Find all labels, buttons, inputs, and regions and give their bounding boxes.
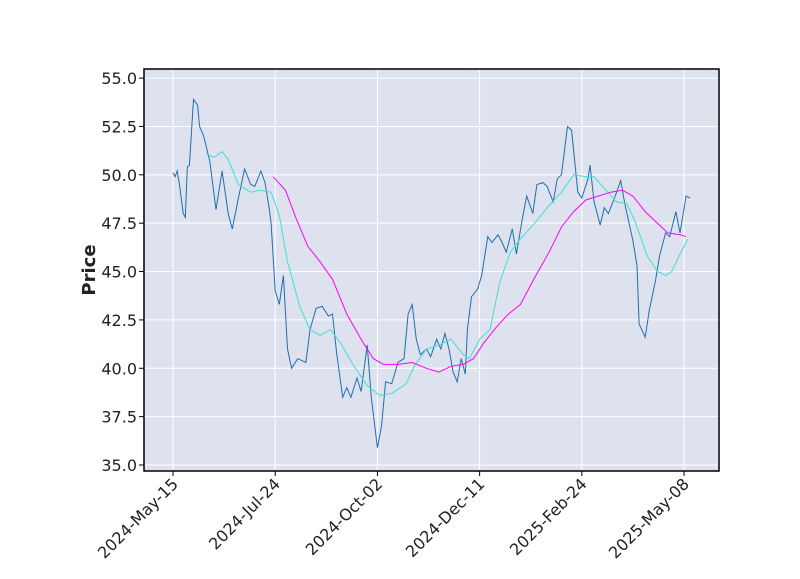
plot-frame: [143, 68, 720, 472]
y-tick-label: 35.0: [101, 456, 137, 475]
x-tick-label: 2025-Feb-24: [506, 474, 591, 559]
x-tick-label: 2024-May-15: [94, 474, 182, 562]
y-axis-label: Price: [79, 244, 100, 295]
x-tick-label: 2024-Oct-02: [302, 474, 387, 559]
x-tick-label: 2025-May-08: [605, 474, 693, 562]
y-tick-label: 42.5: [101, 311, 137, 330]
y-tick-label: 50.0: [101, 166, 137, 185]
y-tick-label: 45.0: [101, 263, 137, 282]
y-tick-label: 55.0: [101, 69, 137, 88]
price-line: [205, 150, 689, 396]
y-tick-label: 52.5: [101, 117, 137, 136]
y-tick-label: 47.5: [101, 214, 137, 233]
plot-background: [144, 69, 719, 471]
y-tick-label: 40.0: [101, 359, 137, 378]
price-line: [272, 176, 687, 373]
y-tick-label: 37.5: [101, 408, 137, 427]
x-tick-label: 2024-Dec-11: [402, 474, 489, 561]
x-tick-label: 2024-Jul-24: [205, 474, 284, 553]
